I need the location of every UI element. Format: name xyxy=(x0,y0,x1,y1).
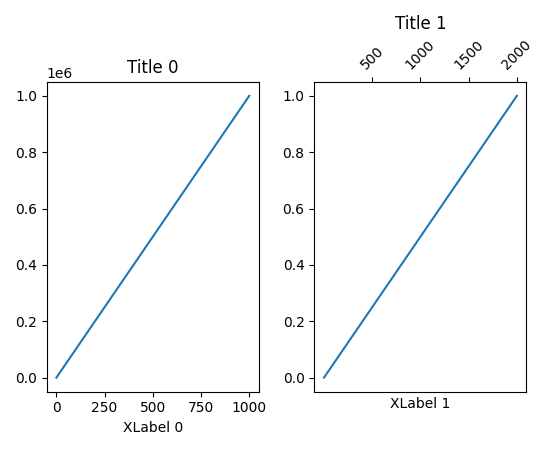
Title: Title 1: Title 1 xyxy=(394,15,446,33)
X-axis label: XLabel 0: XLabel 0 xyxy=(123,421,183,435)
X-axis label: XLabel 1: XLabel 1 xyxy=(390,397,450,411)
Title: Title 0: Title 0 xyxy=(127,59,179,77)
